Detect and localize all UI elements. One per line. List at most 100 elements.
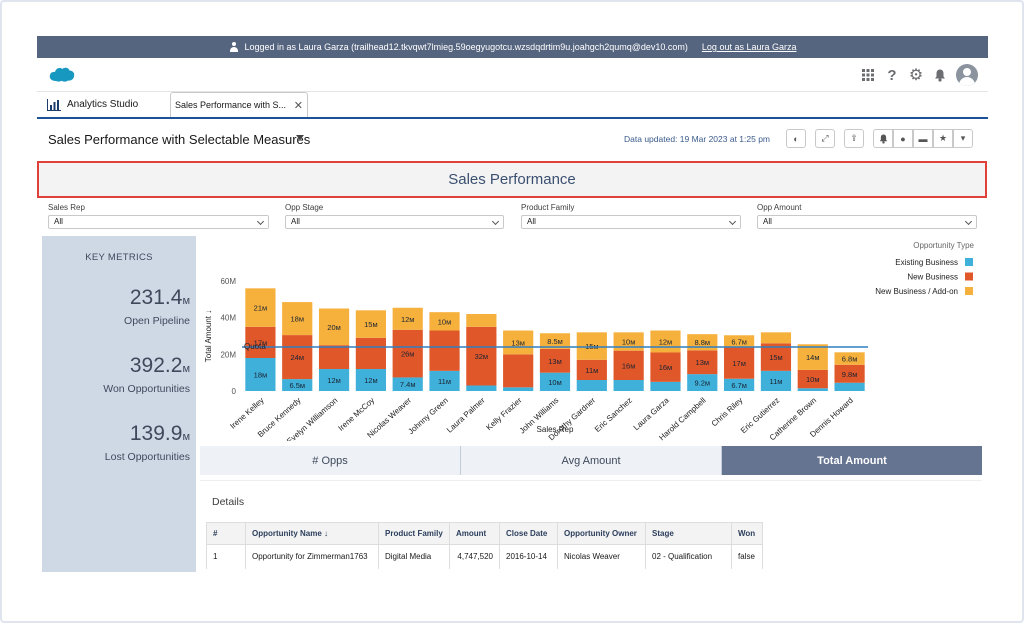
bar-segment <box>282 379 313 391</box>
filter-label: Opp Stage <box>285 203 324 212</box>
column-header[interactable]: Opportunity Owner <box>557 522 646 545</box>
notification-icon[interactable] <box>873 129 893 148</box>
bar-segment <box>797 344 828 370</box>
filter-opp-stage: Opp Stage All <box>285 203 504 229</box>
bar-segment <box>355 337 386 369</box>
metric-open-pipeline[interactable]: 231.4м Open Pipeline <box>42 286 190 327</box>
bar-segment <box>613 332 644 351</box>
data-label: 6.7м <box>731 381 747 390</box>
chevron-down-icon[interactable] <box>296 135 304 140</box>
bar-segment <box>503 387 534 391</box>
data-label: 24м <box>290 353 304 362</box>
bar-segment <box>392 307 423 330</box>
sales-rep-select[interactable]: All <box>48 215 269 229</box>
metric-lost-opportunities[interactable]: 139.9м Lost Opportunities <box>42 422 190 463</box>
data-label: 11м <box>769 377 782 386</box>
y-tick-label: 40M <box>220 314 236 323</box>
bar-segment <box>613 350 644 380</box>
bar-segment <box>576 332 607 360</box>
opp-stage-select[interactable]: All <box>285 215 504 229</box>
tab-analytics-studio[interactable]: Analytics Studio <box>37 92 170 117</box>
bar-segment <box>466 326 497 386</box>
share-icon[interactable]: ⇪ <box>844 129 864 148</box>
banner-title: Sales Performance <box>448 171 576 188</box>
x-tick-label: Eric Sanchez <box>593 396 634 434</box>
table-cell: 02 - Qualification <box>645 544 732 569</box>
filter-label: Opp Amount <box>757 203 802 212</box>
data-label: 12м <box>327 376 341 385</box>
data-label: 32м <box>475 352 489 361</box>
bar-segment <box>392 329 423 378</box>
column-header[interactable]: Amount <box>449 522 500 545</box>
apps-grid-icon[interactable] <box>860 67 876 83</box>
data-label: 13м <box>696 358 710 367</box>
details-panel: Details # Opportunity Name ↓ Product Fam… <box>200 480 982 572</box>
data-label: 11м <box>585 366 598 375</box>
data-label: 15м <box>769 353 783 362</box>
palette-icon[interactable]: ◐ <box>786 129 806 148</box>
avatar[interactable] <box>956 64 978 86</box>
fullscreen-icon[interactable]: ⤢ <box>815 129 835 148</box>
salesforce-cloud-logo[interactable] <box>48 65 76 83</box>
bar-segment <box>760 343 792 371</box>
logout-link[interactable]: Log out as Laura Garza <box>701 42 797 52</box>
metric-value: 139.9 <box>129 422 183 445</box>
bar-segment <box>687 374 718 391</box>
sales-rep-bar-chart: 0 20M 40M 60M Total Amount ↓ 18м 17м 21м Irene K… <box>198 236 988 441</box>
toggle-avg-amount[interactable]: Avg Amount <box>460 446 721 475</box>
bar-segment <box>466 385 497 391</box>
filter-label: Product Family <box>521 203 575 212</box>
bar-segment <box>318 369 350 391</box>
chevron-down-icon <box>728 217 737 226</box>
opp-amount-select[interactable]: All <box>757 215 977 229</box>
filter-label: Sales Rep <box>48 203 85 212</box>
tab-label: Sales Performance with S... <box>175 100 287 110</box>
metric-label: Open Pipeline <box>124 315 190 327</box>
close-icon[interactable]: ✕ <box>293 99 303 112</box>
x-tick-label: Johnny Green <box>406 396 449 436</box>
toggle-opps[interactable]: # Opps <box>312 454 348 467</box>
global-header: ? ⚙ <box>37 58 988 92</box>
bar-segment <box>724 347 755 379</box>
toggle-total-amount[interactable]: Total Amount <box>721 446 982 475</box>
bar-segment <box>318 308 350 346</box>
comment-icon[interactable]: ● <box>893 129 913 148</box>
tab-sales-performance[interactable]: Sales Performance with S... ✕ <box>170 92 308 117</box>
bell-icon[interactable] <box>932 67 948 83</box>
table-cell: Nicolas Weaver <box>557 544 646 569</box>
data-label: 13м <box>548 357 562 366</box>
x-tick-label: Chris Riley <box>710 396 745 429</box>
data-label: 26м <box>401 350 415 359</box>
bar-segment <box>650 352 681 382</box>
gear-icon[interactable]: ⚙ <box>908 67 924 84</box>
column-header[interactable]: Stage <box>645 522 732 545</box>
help-icon[interactable]: ? <box>887 66 897 84</box>
column-header[interactable]: Close Date <box>499 522 558 545</box>
measure-toggle-group: # Opps Avg Amount Total Amount <box>200 446 982 475</box>
bar-segment <box>282 335 313 380</box>
bar-segment <box>576 359 607 380</box>
product-family-select[interactable]: All <box>521 215 741 229</box>
login-as-bar: Logged in as Laura Garza (trailhead12.tk… <box>37 36 988 58</box>
star-icon[interactable]: ★ <box>933 129 953 148</box>
column-header[interactable]: # <box>206 522 246 545</box>
data-label: 6.8м <box>842 355 858 364</box>
column-header[interactable]: Won <box>731 522 763 545</box>
chevron-down-icon <box>964 217 973 226</box>
data-label: 8.8м <box>694 338 710 347</box>
column-header[interactable]: Product Family <box>378 522 450 545</box>
bar-segment <box>282 302 313 336</box>
more-actions-icon[interactable]: ▾ <box>953 129 973 148</box>
data-updated-text: Data updated: 19 Mar 2023 at 1:25 pm <box>624 134 771 144</box>
table-cell: 2016-10-14 <box>499 544 558 569</box>
data-label: 7.4м <box>400 380 416 389</box>
data-label: 12м <box>659 338 673 347</box>
table-row[interactable]: 1 Opportunity for Zimmerman1763 Digital … <box>206 544 763 569</box>
details-title: Details <box>212 496 245 508</box>
data-label: 12м <box>401 315 415 324</box>
briefcase-icon[interactable]: ▬ <box>913 129 933 148</box>
dashboard-title: Sales Performance with Selectable Measur… <box>48 132 311 147</box>
metric-won-opportunities[interactable]: 392.2м Won Opportunities <box>42 354 190 395</box>
column-header[interactable]: Opportunity Name ↓ <box>245 522 379 545</box>
